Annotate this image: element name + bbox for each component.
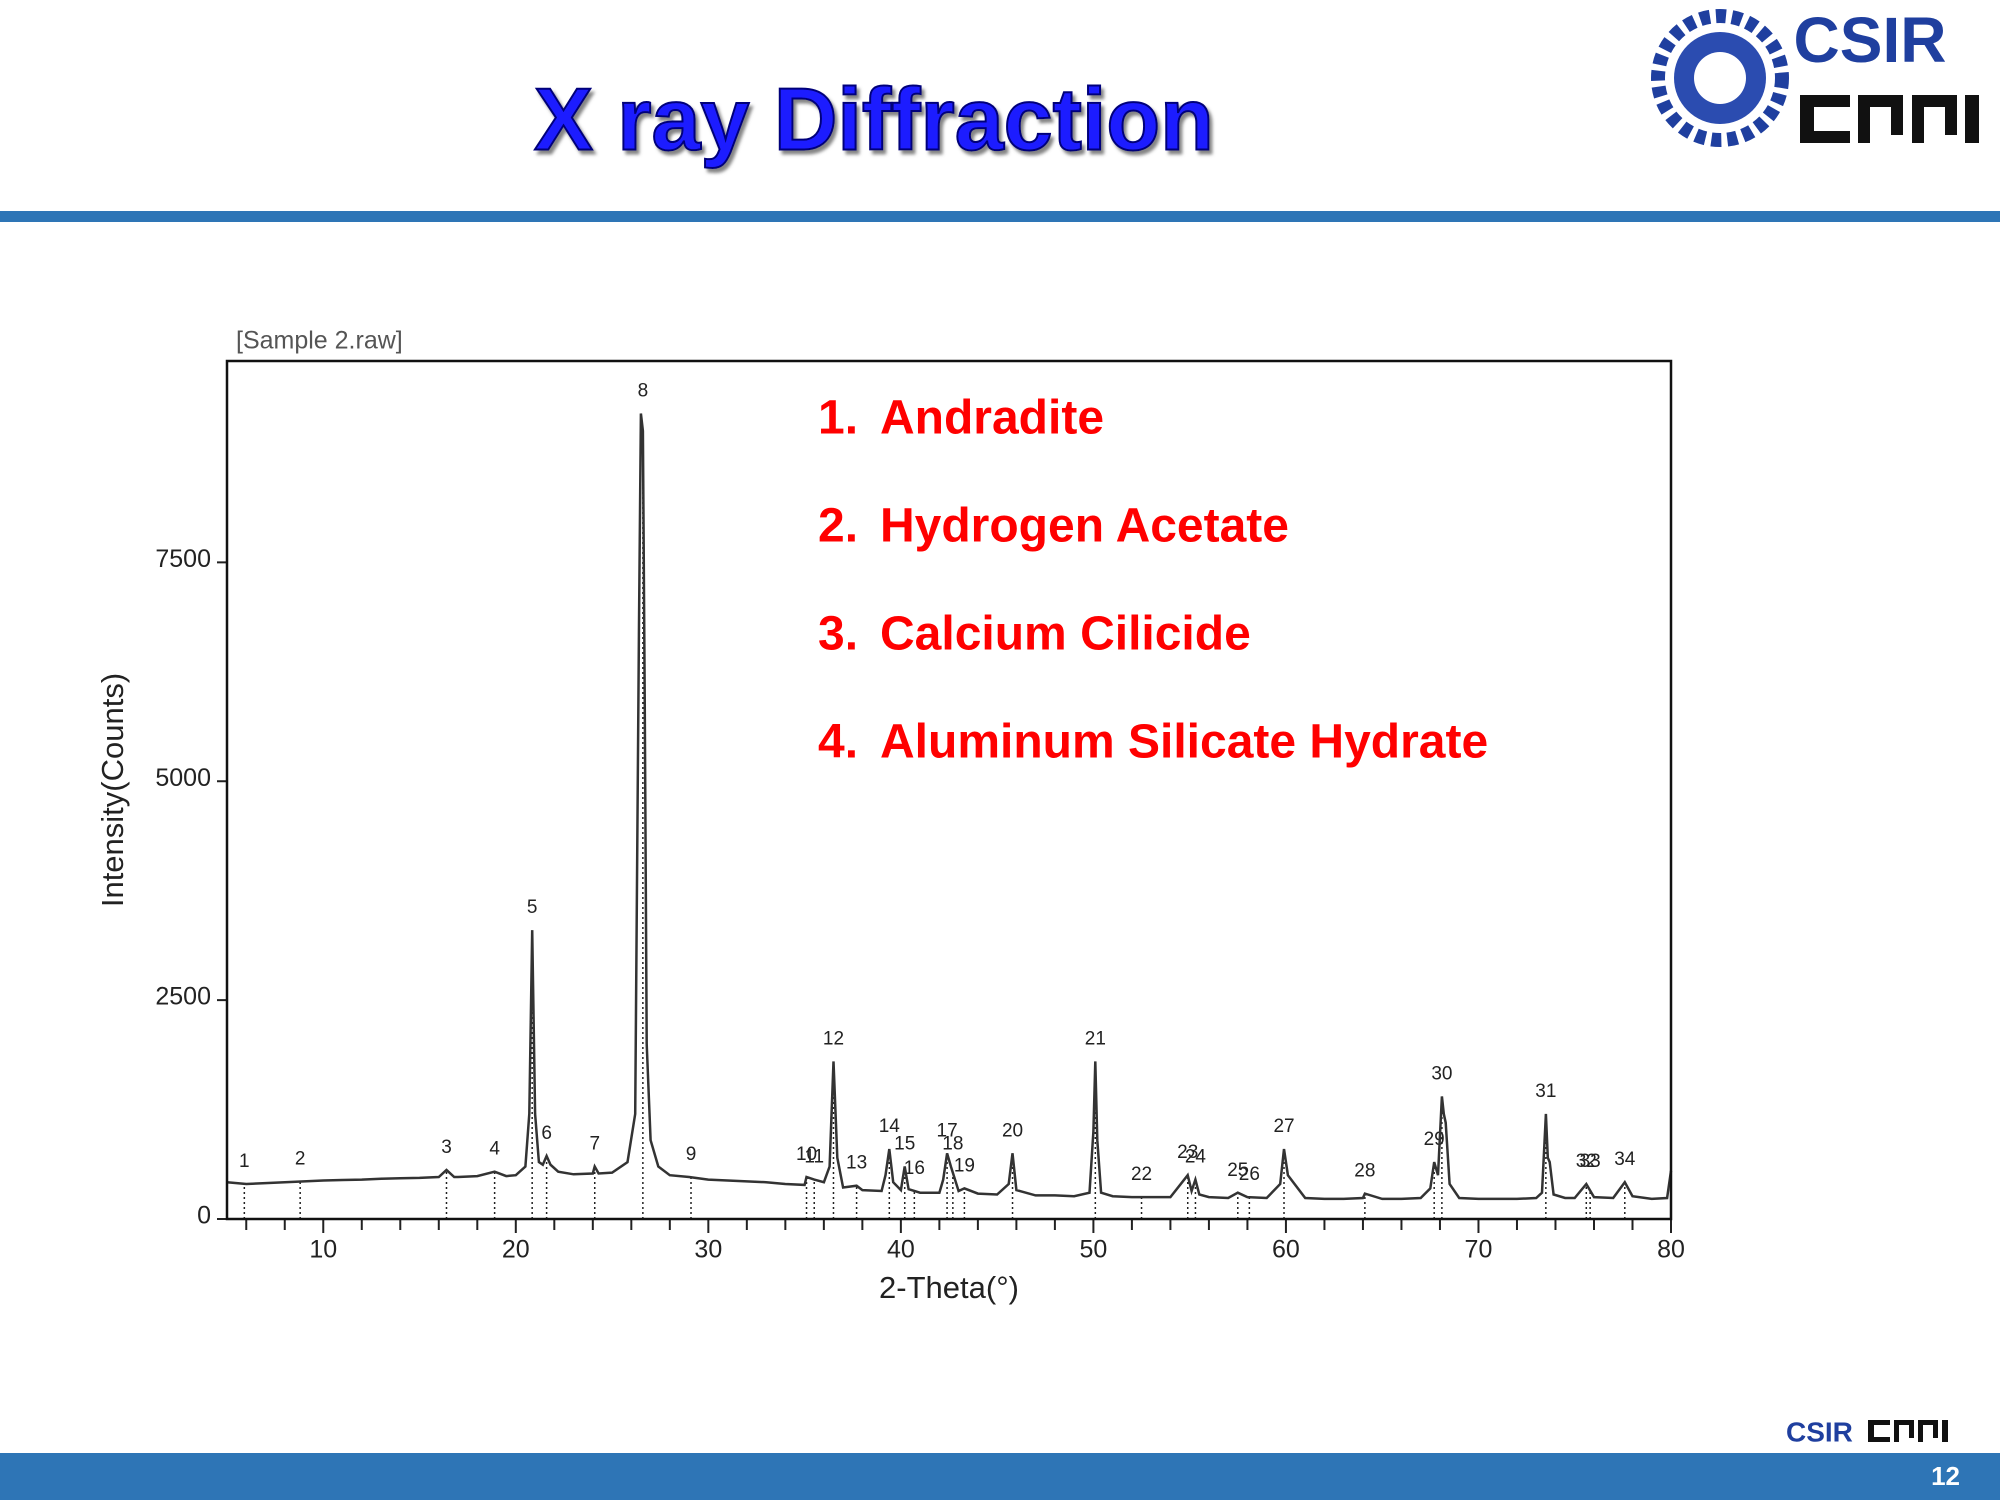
- peak-label: 26: [1239, 1164, 1260, 1185]
- y-axis-title: Intensity(Counts): [95, 673, 130, 907]
- peak-label: 6: [541, 1123, 552, 1144]
- peak-label: 20: [1002, 1120, 1023, 1141]
- peak-label: 9: [686, 1144, 697, 1165]
- x-tick-label: 80: [1657, 1236, 1685, 1264]
- x-tick-label: 70: [1465, 1236, 1493, 1264]
- annotation-text: Calcium Cilicide: [880, 608, 1251, 661]
- x-tick-label: 30: [694, 1236, 722, 1264]
- peak-label: 21: [1085, 1028, 1106, 1049]
- annotation-text: Andradite: [880, 392, 1104, 445]
- subtitle: [Sample 2.raw]: [236, 327, 403, 355]
- x-tick-label: 50: [1079, 1236, 1107, 1264]
- peak-label: 19: [954, 1155, 975, 1176]
- header-rule: [0, 211, 2000, 222]
- peak-label: 32: [1576, 1151, 1597, 1172]
- logo-mark: [1800, 95, 1979, 143]
- logo-gear: [1651, 9, 1789, 147]
- logo-text: CSIR: [1794, 4, 1947, 76]
- peak-label: 5: [527, 897, 538, 918]
- peak-label: 10: [796, 1144, 817, 1165]
- footer-logo-mark: [1868, 1420, 1948, 1442]
- peak-label: 7: [589, 1133, 600, 1154]
- peak-label: 30: [1431, 1063, 1452, 1084]
- footer-logo-text: CSIR: [1786, 1416, 1853, 1447]
- annotation-number: 4.: [818, 716, 858, 769]
- peak-label: 17: [937, 1120, 958, 1141]
- peak-label: 27: [1273, 1116, 1294, 1137]
- x-tick-label: 40: [887, 1236, 915, 1264]
- peak-label: 34: [1614, 1149, 1636, 1170]
- y-tick-label: 5000: [155, 764, 211, 792]
- peak-label: 16: [904, 1158, 925, 1179]
- page-number: 12: [1931, 1461, 1960, 1491]
- x-axis-title: 2-Theta(°): [879, 1270, 1019, 1305]
- peak-label: 13: [846, 1153, 867, 1174]
- peak-label: 4: [489, 1139, 500, 1160]
- peak-label: 33: [1580, 1151, 1601, 1172]
- footer-bar: [0, 1453, 2000, 1500]
- peak-label: 24: [1185, 1147, 1207, 1168]
- logo-center: [1694, 52, 1746, 104]
- x-tick-label: 60: [1272, 1236, 1300, 1264]
- annotation-number: 2.: [818, 500, 858, 553]
- peak-label: 3: [441, 1137, 452, 1158]
- peak-label: 11: [804, 1147, 824, 1168]
- logo: CSIR: [1651, 4, 1979, 147]
- peak-label: 14: [879, 1116, 901, 1137]
- peak-label: 18: [942, 1133, 963, 1154]
- diffraction-line: [226, 413, 1673, 1201]
- annotation-text: Aluminum Silicate Hydrate: [880, 716, 1488, 769]
- plot-frame: [225, 359, 1673, 1221]
- peak-label: 1: [239, 1151, 250, 1172]
- y-tick-label: 0: [197, 1202, 211, 1230]
- annotation-number: 3.: [818, 608, 858, 661]
- peak-label: 23: [1177, 1142, 1198, 1163]
- x-tick-label: 20: [502, 1236, 530, 1264]
- peak-label: 25: [1227, 1160, 1248, 1181]
- peak-label: 2: [295, 1148, 306, 1169]
- peak-label: 8: [638, 381, 649, 402]
- y-tick-label: 2500: [155, 983, 211, 1011]
- peak-label: 31: [1535, 1081, 1556, 1102]
- annotation-number: 1.: [818, 392, 858, 445]
- peak-label: 28: [1354, 1161, 1375, 1182]
- y-tick-label: 7500: [155, 545, 211, 573]
- x-tick-label: 10: [309, 1236, 337, 1264]
- annotation-text: Hydrogen Acetate: [880, 500, 1289, 553]
- peak-label: 22: [1131, 1164, 1152, 1185]
- slide-title: X ray Diffraction: [534, 69, 1214, 168]
- peak-label: 15: [894, 1133, 915, 1154]
- peak-label: 12: [823, 1028, 844, 1049]
